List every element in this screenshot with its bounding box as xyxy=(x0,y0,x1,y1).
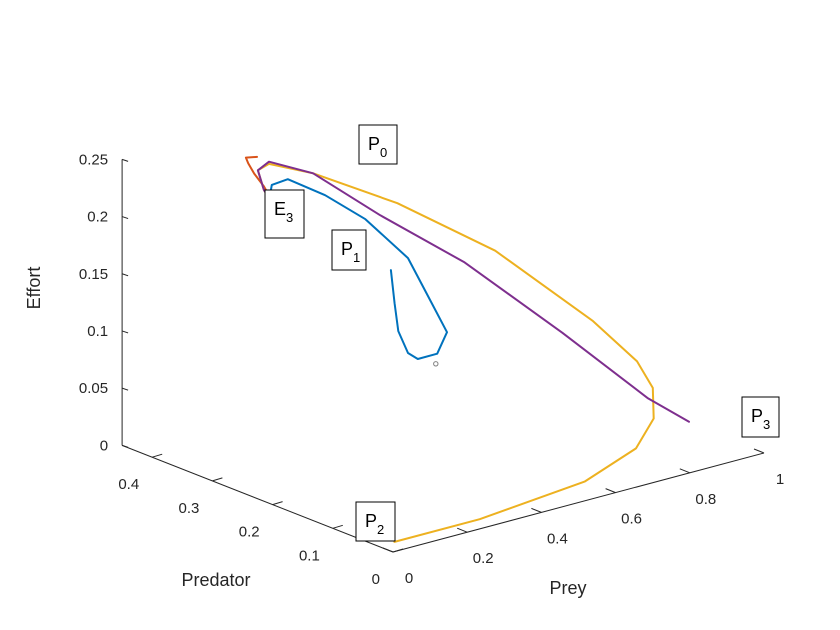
effort-tick-label: 0.15 xyxy=(79,266,108,283)
effort-tick-mark xyxy=(121,330,129,334)
effort-tick-mark xyxy=(121,216,129,220)
annotation-subscript: 2 xyxy=(377,522,384,537)
predator-tick-label: 0.1 xyxy=(299,547,320,564)
effort-tick-label: 0.1 xyxy=(87,323,108,340)
annotation-p1: P1 xyxy=(331,229,367,271)
trajectories-layer xyxy=(244,155,690,543)
prey-tick-mark xyxy=(753,448,765,454)
annotation-subscript: 3 xyxy=(763,417,770,432)
predator-tick-mark xyxy=(392,548,404,553)
annotation-text: P0 xyxy=(368,134,387,160)
marker-layer xyxy=(433,361,439,367)
predator-tick-label: 0.3 xyxy=(179,500,200,517)
annotation-text: P1 xyxy=(341,239,360,265)
predator-tick-label: 0.4 xyxy=(118,476,139,493)
effort-tick-label: 0.2 xyxy=(87,209,108,226)
effort-tick-label: 0.05 xyxy=(79,380,108,397)
prey-tick-mark xyxy=(457,527,468,533)
effort-tick-label: 0 xyxy=(100,437,108,454)
predator-tick-label: 0.2 xyxy=(239,524,260,541)
annotation-box xyxy=(355,501,396,542)
prey-tick-label: 0 xyxy=(405,570,413,587)
trajectory-p3 xyxy=(256,160,690,423)
axes-layer xyxy=(121,158,765,553)
annotation-e3: E3 xyxy=(264,189,305,239)
prey-tick-mark xyxy=(382,547,394,553)
prey-tick-mark xyxy=(679,468,690,474)
predator-tick-mark xyxy=(332,524,343,529)
trajectory-p2 xyxy=(256,162,655,543)
predator-tick-label: 0 xyxy=(372,571,380,588)
predator-axis-label: Predator xyxy=(181,570,250,590)
prey-tick-mark xyxy=(605,488,616,494)
effort-tick-mark xyxy=(121,158,129,162)
predator-axis-line xyxy=(121,444,394,553)
annotation-main: E xyxy=(274,199,286,219)
predator-tick-mark xyxy=(272,501,283,506)
effort-tick-label: 0.25 xyxy=(79,151,108,168)
annotation-main: P xyxy=(368,134,380,154)
annotation-subscript: 3 xyxy=(286,210,293,225)
annotation-main: P xyxy=(341,239,353,259)
annotation-text: E3 xyxy=(274,199,293,225)
annotation-box xyxy=(264,189,305,239)
prey-tick-label: 0.6 xyxy=(621,511,642,528)
prey-tick-label: 1 xyxy=(776,471,784,488)
effort-tick-mark xyxy=(121,273,129,277)
annotation-box xyxy=(741,396,780,438)
prey-tick-label: 0.8 xyxy=(695,491,716,508)
annotation-text: P2 xyxy=(365,511,384,537)
prey-tick-label: 0.4 xyxy=(547,530,568,547)
annotation-main: P xyxy=(365,511,377,531)
annotation-p0: P0 xyxy=(358,124,398,165)
annotation-p3: P3 xyxy=(741,396,780,438)
labels-layer: 0 0.2 0.4 0.6 0.8 1 0 0.1 0.2 0.3 0.4 0 0.05 0.1 0.15 0… xyxy=(24,124,784,598)
prey-tick-label: 0.2 xyxy=(473,550,494,567)
effort-tick-mark xyxy=(121,444,129,448)
annotation-box xyxy=(358,124,398,165)
equilibrium-marker xyxy=(433,361,439,367)
effort-tick-mark xyxy=(121,387,129,391)
prey-tick-mark xyxy=(531,507,542,513)
annotation-box xyxy=(331,229,367,271)
prey-axis-line xyxy=(392,452,765,553)
annotation-p2: P2 xyxy=(355,501,396,542)
effort-axis-label: Effort xyxy=(24,267,44,310)
annotation-subscript: 1 xyxy=(353,250,360,265)
annotation-main: P xyxy=(751,406,763,426)
annotation-subscript: 0 xyxy=(380,145,387,160)
predator-tick-mark xyxy=(212,477,223,482)
annotation-text: P3 xyxy=(751,406,770,432)
predator-tick-mark xyxy=(152,453,163,458)
prey-axis-label: Prey xyxy=(549,578,586,598)
